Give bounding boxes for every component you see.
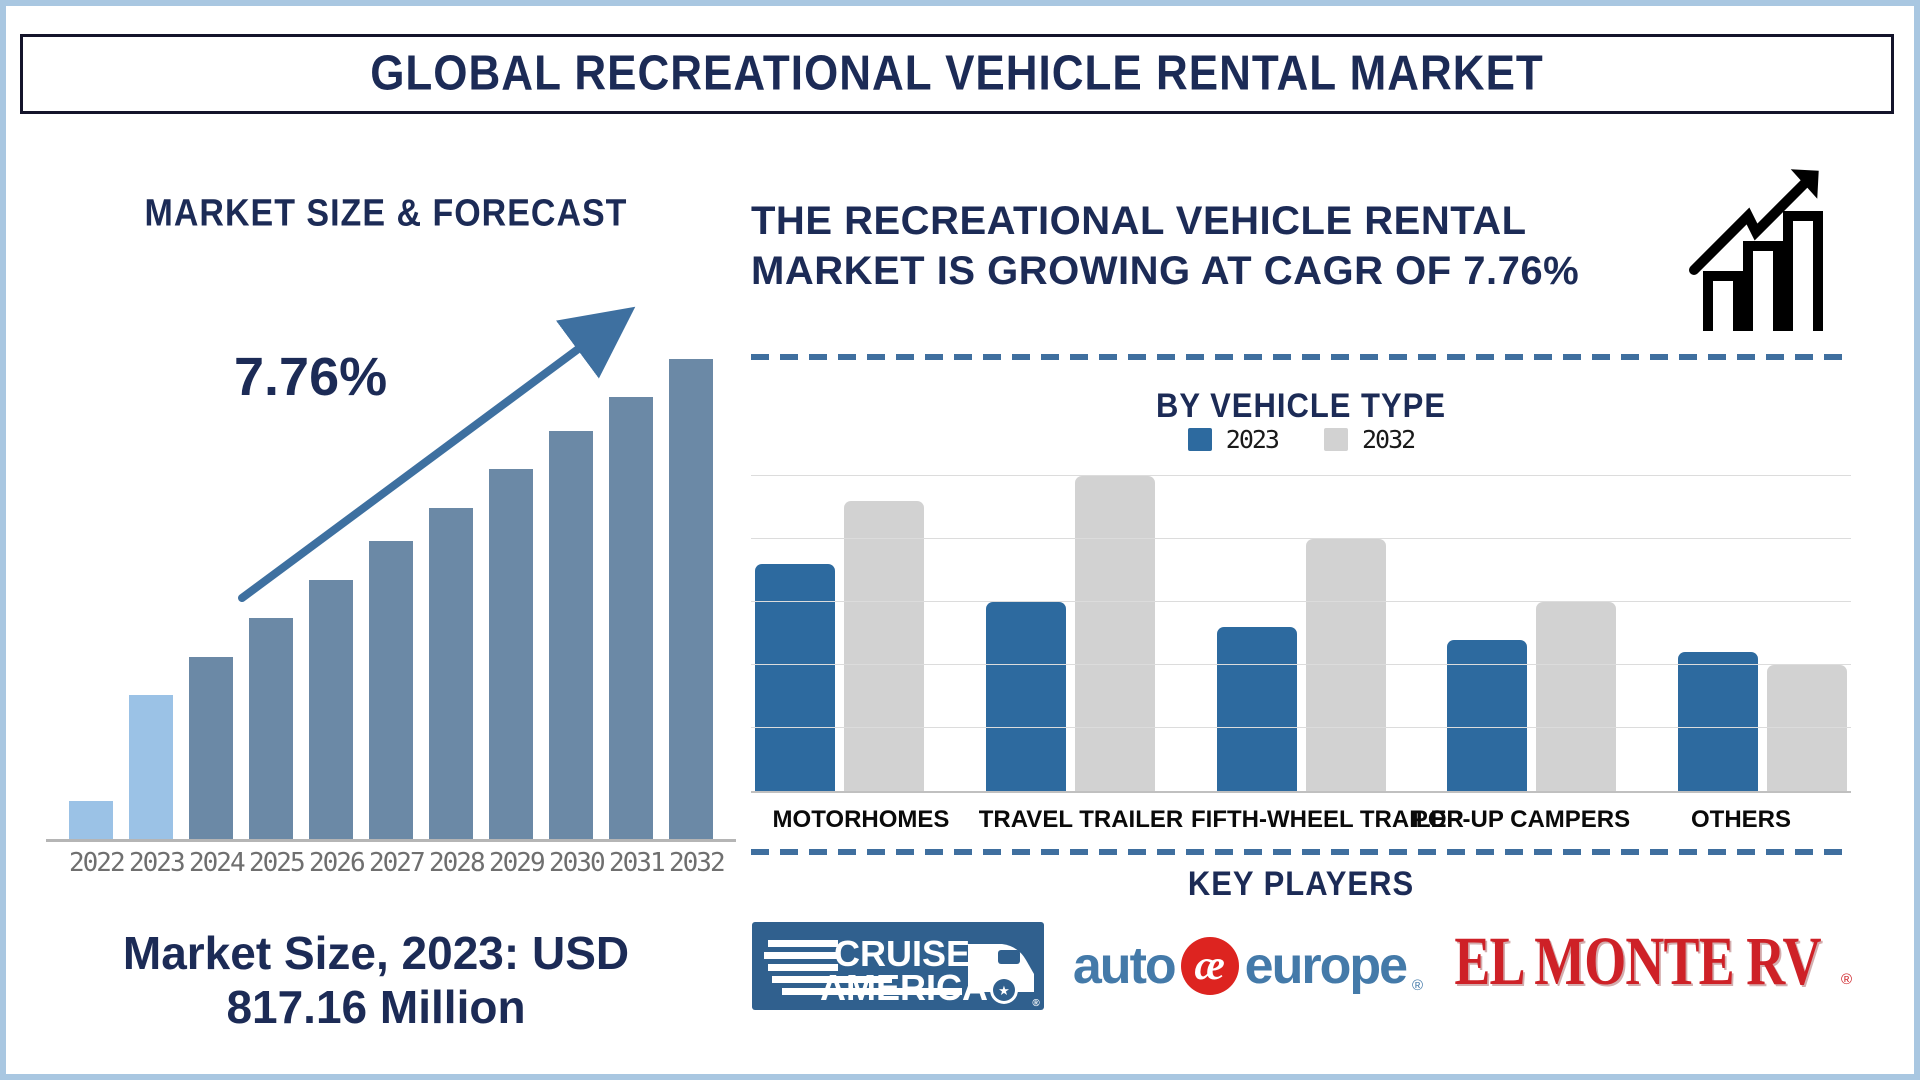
bar-2032-motorhomes	[844, 501, 924, 791]
year-label-2027: 2027	[369, 848, 426, 878]
category-label-pop-up-campers: POP-UP CAMPERS	[1411, 806, 1631, 833]
bar-2023-pop-up-campers	[1447, 640, 1528, 791]
bar-group-travel-trailer	[985, 476, 1155, 791]
market-size-forecast-chart	[46, 286, 736, 842]
bar-group-motorhomes	[755, 501, 924, 791]
key-players-title: KEY PLAYERS	[1187, 863, 1415, 904]
rv-silhouette-icon: ★	[968, 944, 1034, 1004]
dashed-divider-top	[751, 354, 1851, 360]
america-text: AMERICA	[820, 967, 988, 1008]
year-label-2023: 2023	[129, 848, 186, 878]
x-axis-line	[751, 791, 1851, 793]
forecast-bar-2027	[369, 541, 413, 839]
bar-2032-others	[1767, 665, 1847, 791]
forecast-bar-2022	[69, 801, 113, 839]
bar-group-pop-up-campers	[1447, 602, 1617, 791]
page-title: GLOBAL RECREATIONAL VEHICLE RENTAL MARKE…	[370, 46, 1544, 101]
bar-2023-fifth-wheel-trailer	[1216, 627, 1297, 791]
year-label-2026: 2026	[309, 848, 366, 878]
el-monte-reg-mark: ®	[1840, 971, 1853, 988]
legend-item-2023: 2023	[1187, 425, 1280, 454]
by-vehicle-type-title: BY VEHICLE TYPE	[1155, 385, 1447, 426]
gridline	[751, 475, 1851, 476]
auto-text: auto	[1072, 937, 1177, 995]
forecast-bar-2028	[429, 508, 473, 839]
forecast-bar-2032	[669, 359, 713, 839]
europe-text: europe	[1244, 937, 1408, 995]
vehicle-type-bars	[751, 476, 1851, 791]
bar-2032-fifth-wheel-trailer	[1305, 539, 1386, 791]
headline-line1: THE RECREATIONAL VEHICLE RENTAL	[751, 199, 1527, 243]
headline-line2: MARKET IS GROWING AT CAGR OF 7.76%	[751, 249, 1580, 293]
year-label-2028: 2028	[429, 848, 486, 878]
bar-2032-travel-trailer	[1074, 476, 1155, 791]
market-size-line1: Market Size, 2023: USD	[122, 927, 630, 979]
year-label-2024: 2024	[189, 848, 246, 878]
bar-2023-travel-trailer	[985, 602, 1066, 791]
category-label-others: OTHERS	[1690, 806, 1791, 833]
bar-group-others	[1678, 652, 1847, 791]
star-icon: ★	[998, 983, 1010, 998]
auto-europe-monogram-icon: æ	[1180, 937, 1239, 995]
category-label-fifth-wheel-trailer: FIFTH-WHEEL TRAILER	[1191, 806, 1464, 833]
vehicle-type-legend: 2023 2032	[751, 425, 1851, 454]
bar-group-fifth-wheel-trailer	[1216, 539, 1386, 791]
legend-swatch-2023	[1187, 428, 1212, 451]
cruise-text: CRUISE	[834, 933, 970, 974]
gridline	[751, 538, 1851, 539]
legend-item-2032: 2032	[1324, 425, 1416, 454]
category-label-travel-trailer: TRAVEL TRAILER	[978, 806, 1184, 833]
year-label-2029: 2029	[489, 848, 546, 878]
forecast-bar-2026	[309, 580, 353, 839]
forecast-bar-2024	[189, 657, 233, 839]
legend-swatch-2032	[1324, 428, 1348, 451]
el-monte-rv-logo: EL MONTE RV ®	[1448, 922, 1852, 999]
forecast-bar-2030	[549, 431, 593, 839]
cruise-reg-mark: ®	[1032, 998, 1040, 1009]
el-monte-text: EL MONTE RV	[1454, 922, 1821, 999]
infographic-page: GLOBAL RECREATIONAL VEHICLE RENTAL MARKE…	[6, 6, 1914, 1074]
bar-2023-others	[1678, 652, 1758, 791]
forecast-bar-2025	[249, 618, 293, 839]
gridline	[751, 601, 1851, 602]
gridline	[751, 727, 1851, 728]
year-label-2030: 2030	[549, 848, 606, 878]
headline: THE RECREATIONAL VEHICLE RENTAL MARKET I…	[751, 196, 1681, 296]
cruise-america-logo: CRUISE AMERICA ® ★	[752, 922, 1044, 1010]
forecast-bar-2023	[129, 695, 173, 839]
market-size-line2: 817.16 Million	[226, 981, 526, 1034]
gridline	[751, 664, 1851, 665]
main-title-box: GLOBAL RECREATIONAL VEHICLE RENTAL MARKE…	[20, 34, 1894, 114]
cagr-label: 7.76%	[234, 347, 388, 407]
market-size-callout: Market Size, 2023: USD 817.16 Million	[26, 926, 726, 1035]
bar-2032-pop-up-campers	[1536, 602, 1617, 791]
auto-europe-reg-mark: ®	[1412, 977, 1424, 994]
year-label-2031: 2031	[609, 848, 666, 878]
dashed-divider-bottom	[751, 849, 1851, 855]
forecast-bar-2031	[609, 397, 653, 839]
legend-label-2023: 2023	[1225, 425, 1280, 454]
legend-label-2032: 2032	[1362, 425, 1416, 454]
market-size-forecast-title: MARKET SIZE & FORECAST	[144, 191, 628, 235]
forecast-year-axis: 2022 2023 2024 2025 2026 2027 2028 2029 2030 2031…	[46, 848, 736, 878]
year-label-2025: 2025	[249, 848, 306, 878]
growth-chart-icon	[1689, 169, 1823, 331]
year-label-2022: 2022	[69, 848, 126, 878]
vehicle-type-chart	[751, 475, 1851, 793]
vehicle-type-category-axis: MOTORHOMES TRAVEL TRAILER FIFTH-WHEEL TRAI…	[751, 806, 1851, 834]
category-label-motorhomes: MOTORHOMES	[772, 806, 950, 833]
forecast-bar-2029	[489, 469, 533, 839]
year-label-2032: 2032	[669, 848, 726, 878]
auto-europe-logo: auto æ europe ®	[1058, 930, 1438, 1002]
bar-2023-motorhomes	[755, 564, 835, 791]
